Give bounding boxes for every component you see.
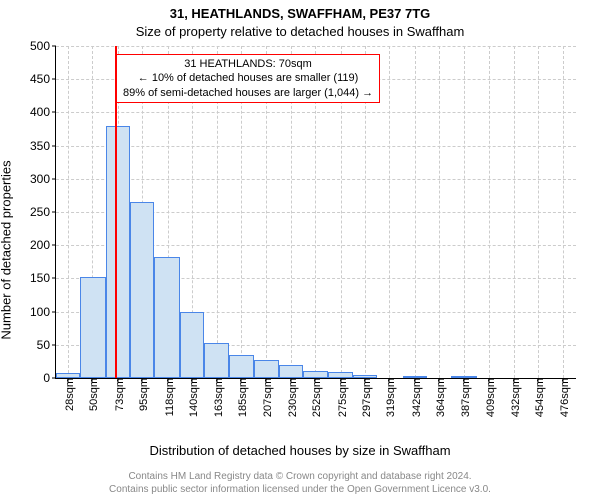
histogram-bar xyxy=(279,365,303,378)
y-tick-label: 250 xyxy=(30,205,50,219)
annotation-line: ← 10% of detached houses are smaller (11… xyxy=(123,71,373,85)
y-tick-label: 0 xyxy=(43,371,50,385)
x-tick-label: 342sqm xyxy=(411,378,423,417)
x-tick-label: 207sqm xyxy=(262,378,274,417)
histogram-bar xyxy=(451,376,476,378)
chart-title-sub: Size of property relative to detached ho… xyxy=(0,24,600,39)
histogram-bar xyxy=(204,343,229,378)
x-tick-label: 297sqm xyxy=(361,378,373,417)
x-tick-label: 140sqm xyxy=(188,378,200,417)
gridline-vertical xyxy=(389,46,390,378)
x-tick-label: 275sqm xyxy=(337,378,349,417)
histogram-bar xyxy=(353,375,377,378)
y-tick-label: 450 xyxy=(30,72,50,86)
histogram-bar xyxy=(130,202,154,378)
x-tick-label: 230sqm xyxy=(287,378,299,417)
y-tick-mark xyxy=(52,112,56,113)
histogram-bar xyxy=(328,372,353,378)
x-tick-label: 454sqm xyxy=(534,378,546,417)
gridline-vertical xyxy=(68,46,69,378)
x-tick-label: 364sqm xyxy=(435,378,447,417)
histogram-bar xyxy=(254,360,279,378)
x-tick-label: 163sqm xyxy=(213,378,225,417)
y-tick-mark xyxy=(52,245,56,246)
y-tick-label: 50 xyxy=(37,338,50,352)
footer-line-1: Contains HM Land Registry data © Crown c… xyxy=(128,471,471,482)
x-tick-label: 28sqm xyxy=(64,378,76,411)
footer-line-2: Contains public sector information licen… xyxy=(109,484,491,495)
gridline-vertical xyxy=(489,46,490,378)
gridline-vertical xyxy=(415,46,416,378)
x-tick-label: 387sqm xyxy=(460,378,472,417)
x-tick-label: 185sqm xyxy=(237,378,249,417)
histogram-bar xyxy=(303,371,327,378)
gridline-vertical xyxy=(538,46,539,378)
y-tick-label: 150 xyxy=(30,271,50,285)
annotation-box: 31 HEATHLANDS: 70sqm← 10% of detached ho… xyxy=(116,54,380,103)
y-tick-mark xyxy=(52,278,56,279)
x-tick-label: 319sqm xyxy=(385,378,397,417)
gridline-vertical xyxy=(514,46,515,378)
x-tick-label: 476sqm xyxy=(559,378,571,417)
x-axis-label: Distribution of detached houses by size … xyxy=(0,443,600,458)
gridline-vertical xyxy=(563,46,564,378)
histogram-bar xyxy=(154,257,179,379)
histogram-bar xyxy=(80,277,105,378)
annotation-line: 89% of semi-detached houses are larger (… xyxy=(123,86,373,100)
y-tick-mark xyxy=(52,46,56,47)
histogram-bar xyxy=(403,376,427,378)
gridline-vertical xyxy=(439,46,440,378)
x-tick-label: 409sqm xyxy=(485,378,497,417)
histogram-bar xyxy=(106,126,130,378)
x-tick-label: 252sqm xyxy=(311,378,323,417)
y-tick-label: 400 xyxy=(30,105,50,119)
histogram-bar xyxy=(56,373,80,378)
x-tick-label: 95sqm xyxy=(138,378,150,411)
y-axis-label: Number of detached properties xyxy=(0,160,14,339)
plot-area: 05010015020025030035040045050028sqm50sqm… xyxy=(55,46,576,379)
y-tick-label: 500 xyxy=(30,39,50,53)
y-tick-mark xyxy=(52,79,56,80)
x-tick-label: 50sqm xyxy=(88,378,100,411)
annotation-line: 31 HEATHLANDS: 70sqm xyxy=(123,57,373,71)
y-tick-mark xyxy=(52,311,56,312)
y-tick-mark xyxy=(52,178,56,179)
y-tick-mark xyxy=(52,212,56,213)
histogram-bar xyxy=(229,355,253,378)
chart-footer: Contains HM Land Registry data © Crown c… xyxy=(0,471,600,496)
chart-title-main: 31, HEATHLANDS, SWAFFHAM, PE37 7TG xyxy=(0,6,600,21)
y-tick-label: 300 xyxy=(30,172,50,186)
x-tick-label: 118sqm xyxy=(164,378,176,416)
y-tick-label: 350 xyxy=(30,139,50,153)
gridline-vertical xyxy=(464,46,465,378)
y-tick-mark xyxy=(52,344,56,345)
y-tick-label: 100 xyxy=(30,305,50,319)
x-tick-label: 73sqm xyxy=(114,378,126,411)
chart-container: 31, HEATHLANDS, SWAFFHAM, PE37 7TG Size … xyxy=(0,0,600,500)
histogram-bar xyxy=(180,312,204,378)
x-tick-label: 432sqm xyxy=(510,378,522,417)
y-tick-mark xyxy=(52,145,56,146)
y-tick-label: 200 xyxy=(30,238,50,252)
